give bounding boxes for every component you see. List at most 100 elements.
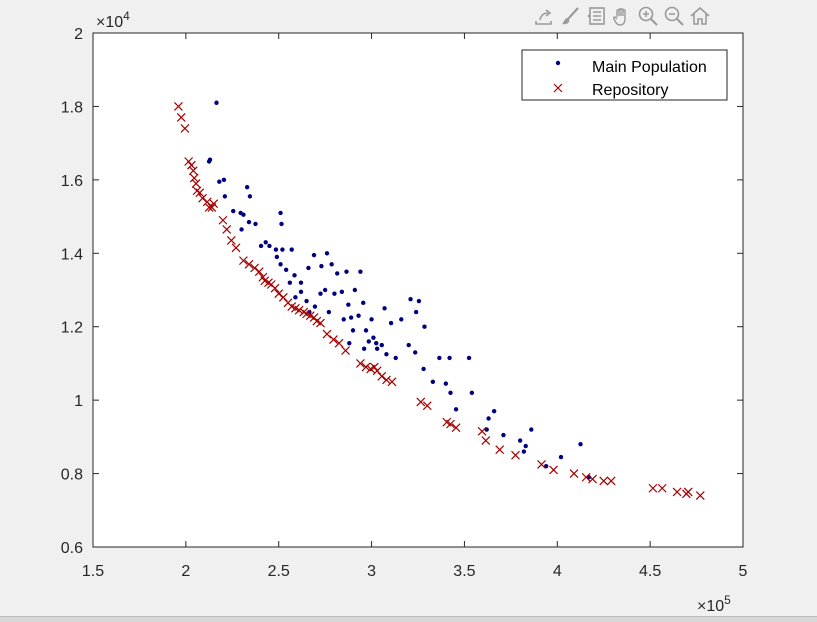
repository-point — [209, 199, 219, 209]
repository-point — [222, 224, 232, 234]
repository-point — [372, 366, 382, 376]
repository-point — [218, 215, 228, 225]
pan-button[interactable] — [610, 3, 634, 29]
y-tick-label: 2 — [74, 26, 83, 43]
zoom-out-icon — [664, 6, 684, 26]
population-point — [278, 210, 283, 216]
population-point — [529, 427, 534, 432]
population-point — [298, 280, 304, 285]
population-point — [347, 341, 352, 346]
repository-point — [606, 476, 616, 486]
repository-point — [274, 289, 284, 299]
population-point — [344, 269, 349, 274]
population-point — [399, 317, 404, 322]
population-point — [361, 346, 367, 351]
population-point — [350, 328, 356, 333]
export-icon — [535, 9, 552, 25]
population-point — [335, 271, 340, 276]
population-point — [341, 317, 346, 322]
population-point — [371, 335, 376, 340]
population-point — [469, 390, 475, 395]
population-point — [413, 309, 419, 315]
repository-point — [648, 483, 658, 493]
repository-point — [174, 102, 183, 111]
legend-marker-population — [555, 60, 561, 66]
x-tick-label: 5 — [739, 563, 748, 580]
repository-point — [569, 469, 579, 478]
y-tick-label: 0.6 — [61, 540, 83, 557]
legend-marker-repository — [553, 83, 563, 93]
repository-point — [369, 362, 379, 372]
population-point — [304, 298, 309, 304]
x-tick-label: 4 — [553, 563, 562, 580]
population-point — [369, 317, 374, 322]
population-point — [258, 243, 264, 249]
repository-point — [231, 243, 241, 253]
population-point — [578, 442, 583, 447]
repository-point — [377, 371, 387, 381]
legend[interactable]: Main Population Repository — [521, 49, 728, 101]
zoom-out-button[interactable] — [662, 3, 686, 29]
population-point — [443, 381, 449, 386]
axis-ticks: 1.5 2 2.5 3 3.5 4 4.5 5 0.6 0.8 1 1.2 1.4 1.6 1.8 2 — [61, 26, 748, 580]
population-point — [408, 296, 413, 302]
pan-hand-icon — [613, 8, 626, 26]
repository-point — [422, 401, 432, 411]
population-point — [306, 265, 311, 271]
y-tick-label: 1.2 — [61, 320, 83, 337]
population-point — [279, 221, 284, 227]
repository-point — [446, 419, 455, 429]
y-tick-label: 1.4 — [61, 246, 83, 263]
legend-label-population: Main Population — [592, 59, 707, 76]
repository-point — [316, 318, 325, 328]
repository-point — [537, 459, 546, 469]
repository-point — [581, 472, 591, 482]
repository-point — [195, 188, 205, 198]
axes-background[interactable] — [93, 33, 743, 547]
repository-point — [387, 377, 397, 387]
population-point — [379, 342, 384, 348]
population-point — [448, 390, 453, 395]
y-axis-exponent: ×104 — [96, 9, 130, 31]
population-point — [422, 324, 427, 329]
repository-point — [329, 335, 338, 344]
x-tick-label: 4.5 — [639, 563, 661, 580]
export-button[interactable] — [532, 3, 556, 29]
population-point — [358, 269, 363, 274]
population-point — [222, 194, 228, 199]
repository-point — [477, 426, 487, 436]
population-point — [221, 177, 227, 183]
population-point — [453, 407, 459, 412]
repository-point — [451, 423, 461, 433]
repository-point — [322, 329, 332, 339]
population-point — [278, 262, 283, 267]
population-point — [348, 315, 354, 320]
repository-point — [176, 113, 186, 122]
brush-icon — [562, 7, 579, 25]
population-point — [466, 355, 472, 361]
zoom-in-button[interactable] — [636, 3, 660, 29]
repository-point — [657, 483, 667, 493]
repository-point — [588, 474, 597, 484]
population-point — [421, 366, 426, 372]
repository-point — [187, 160, 196, 170]
population-point — [292, 273, 297, 278]
population-point — [491, 408, 497, 414]
data-tips-button[interactable] — [584, 3, 608, 29]
legend-label-repository: Repository — [592, 82, 668, 99]
repository-point — [270, 283, 280, 293]
population-point — [273, 247, 279, 252]
y-tick-label: 1.6 — [61, 173, 83, 190]
population-point — [363, 328, 369, 333]
population-point — [267, 243, 272, 249]
home-button[interactable] — [688, 3, 712, 29]
population-point — [312, 304, 318, 309]
population-point — [430, 379, 436, 384]
population-point — [384, 352, 389, 357]
brush-button[interactable] — [558, 3, 582, 29]
repository-point — [495, 445, 505, 455]
x-axis-exponent: ×105 — [697, 593, 731, 615]
repository-point — [672, 487, 682, 497]
population-point — [356, 313, 361, 318]
x-tick-label: 3 — [367, 563, 376, 580]
